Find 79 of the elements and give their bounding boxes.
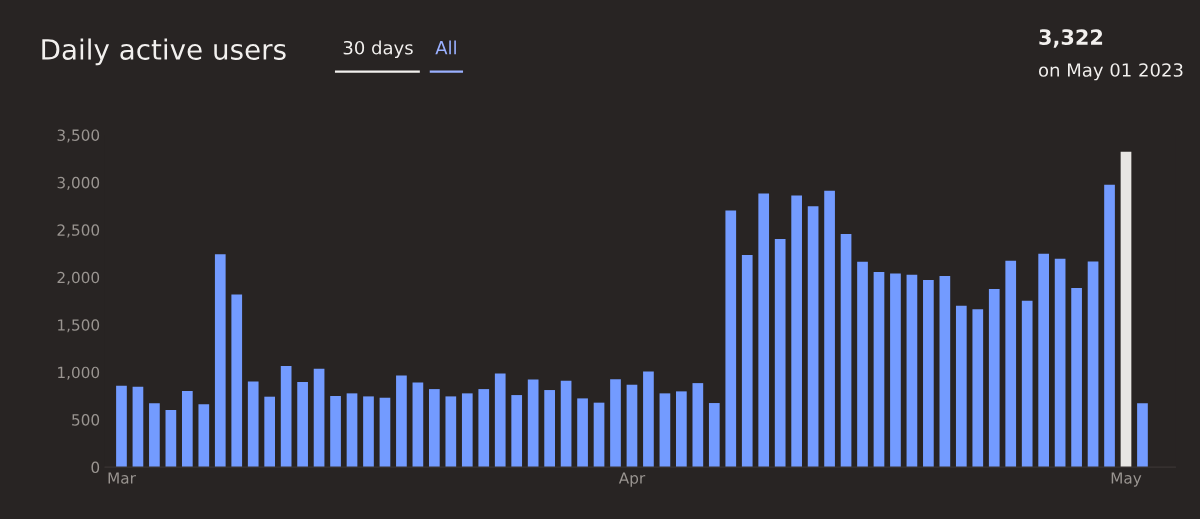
- x-tick-label: May: [1111, 472, 1142, 487]
- text: 30 days: [343, 40, 413, 59]
- bar: [1087, 261, 1099, 468]
- y-tick-label: 3,500: [57, 129, 100, 143]
- x-tick-label: Apr: [618, 472, 646, 487]
- bar: [577, 398, 588, 468]
- x-tick-label: Mar: [108, 472, 136, 484]
- bar: [725, 210, 737, 468]
- bar: [955, 305, 967, 468]
- bar: [165, 409, 177, 468]
- text: 3,322: [1039, 29, 1103, 48]
- bar: [511, 395, 523, 468]
- bar: [116, 385, 127, 468]
- bar: [906, 274, 918, 468]
- bar: [264, 396, 276, 468]
- bar: [494, 373, 506, 468]
- bar: [379, 397, 391, 468]
- bar: [346, 393, 358, 468]
- bar: [626, 384, 638, 468]
- y-tick-label: 3,000: [57, 176, 100, 190]
- bar: [824, 190, 835, 468]
- bar: [807, 206, 819, 468]
- bar: [593, 402, 605, 468]
- bar: [972, 309, 984, 468]
- bar: [297, 382, 308, 468]
- bar: [659, 393, 671, 468]
- bar: [445, 396, 457, 468]
- bar: [412, 382, 424, 468]
- bar: [1005, 260, 1017, 468]
- bar: [1054, 258, 1066, 468]
- bar: [429, 389, 440, 468]
- bar: [923, 280, 934, 468]
- bar: [149, 403, 160, 468]
- bar: [988, 289, 1000, 468]
- bar: [1071, 288, 1082, 468]
- bar: [692, 383, 704, 468]
- bar: [198, 404, 210, 468]
- bar: [708, 403, 720, 468]
- bar: [741, 254, 753, 468]
- text: on May 01 2023: [1039, 63, 1183, 81]
- bar: [676, 391, 687, 468]
- text: All: [435, 40, 456, 55]
- bar: [1137, 403, 1148, 468]
- bar: [363, 396, 374, 468]
- bar: [214, 254, 226, 468]
- y-tick-label: 2,000: [57, 271, 100, 285]
- bar: [791, 195, 802, 468]
- bar: [478, 389, 490, 468]
- bar: [857, 261, 868, 468]
- bar: [132, 386, 144, 468]
- y-tick-label: 0: [91, 461, 100, 474]
- bar: [231, 294, 243, 468]
- bar: [544, 390, 555, 468]
- bar: [1038, 253, 1050, 468]
- bar: [890, 273, 901, 468]
- bar: [1104, 184, 1115, 468]
- bar: [758, 193, 770, 468]
- chart-title: Daily active users: [42, 38, 286, 66]
- bar: [396, 375, 407, 468]
- bar: [181, 391, 193, 468]
- bar: [330, 396, 341, 468]
- bar: [247, 381, 259, 468]
- y-tick-label: 2,500: [57, 224, 100, 238]
- bar: [873, 272, 885, 468]
- y-tick-label: 1,500: [58, 319, 100, 333]
- bar: [280, 366, 292, 468]
- bar: [840, 233, 852, 468]
- bar: [774, 238, 786, 468]
- bar: [560, 380, 572, 468]
- bar: [1120, 151, 1132, 468]
- bar: [461, 393, 473, 468]
- y-tick-label: 500: [72, 414, 100, 426]
- bar: [527, 379, 539, 468]
- bar: [1021, 300, 1033, 468]
- bar: [939, 276, 951, 468]
- bar: [313, 368, 325, 468]
- bar: [610, 379, 621, 468]
- y-tick-label: 1,000: [58, 366, 100, 380]
- bar: [643, 371, 654, 468]
